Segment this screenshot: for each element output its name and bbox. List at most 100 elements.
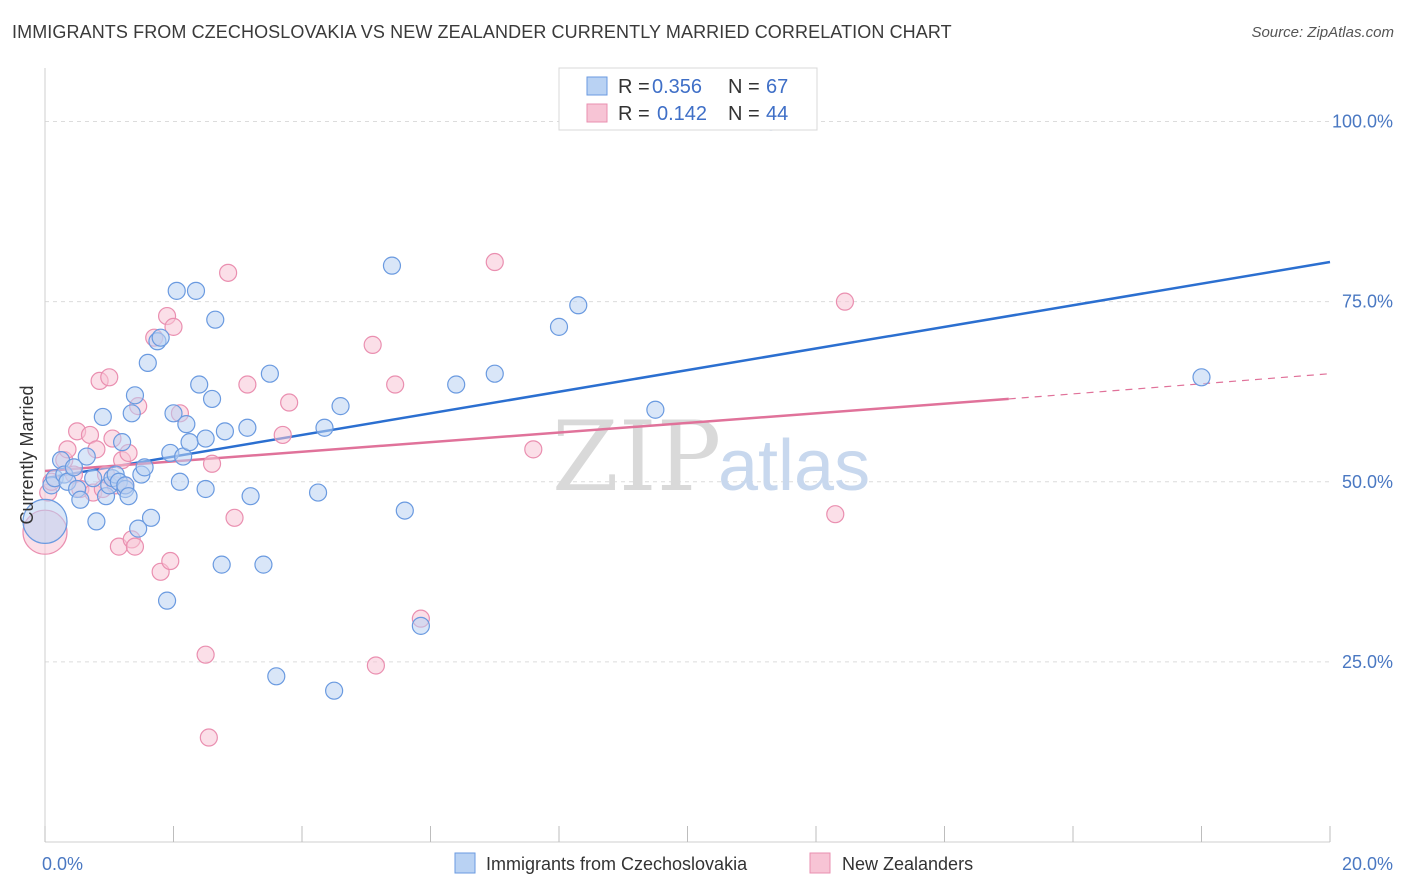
- point-czechoslovakia: [411, 616, 430, 635]
- point-czechoslovakia: [135, 458, 154, 477]
- bottom-legend-swatch-blue: [454, 852, 476, 874]
- point-czechoslovakia: [549, 317, 569, 336]
- y-axis-label: Currently Married: [17, 385, 37, 524]
- point-czechoslovakia: [151, 328, 170, 347]
- watermark-zip: ZIP: [552, 401, 721, 513]
- point-czechoslovakia: [202, 389, 222, 409]
- point-czechoslovakia: [196, 429, 215, 448]
- point-new-zealanders: [196, 645, 215, 664]
- point-czechoslovakia: [238, 418, 257, 437]
- point-czechoslovakia: [267, 667, 286, 686]
- point-czechoslovakia: [190, 375, 209, 394]
- point-czechoslovakia: [84, 469, 103, 488]
- point-czechoslovakia: [395, 501, 414, 520]
- point-czechoslovakia: [119, 487, 138, 506]
- point-czechoslovakia: [215, 422, 234, 441]
- point-new-zealanders: [225, 508, 244, 527]
- bottom-legend-swatch-pink: [809, 852, 831, 874]
- trend-line-dashed-1: [1008, 373, 1331, 400]
- point-czechoslovakia: [138, 353, 157, 372]
- point-new-zealanders: [386, 375, 405, 394]
- point-new-zealanders: [202, 454, 222, 473]
- point-czechoslovakia: [125, 386, 145, 405]
- legend-n-label-1: N =: [728, 76, 760, 98]
- chart-title: IMMIGRANTS FROM CZECHOSLOVAKIA VS NEW ZE…: [12, 22, 952, 42]
- point-new-zealanders: [835, 292, 855, 311]
- point-czechoslovakia: [325, 681, 344, 700]
- tick-labels: 25.0% 50.0% 75.0% 100.0% 0.0% 20.0%: [42, 112, 1393, 874]
- legend-r-value-1: 0.356: [652, 76, 702, 98]
- point-czechoslovakia: [308, 483, 328, 502]
- point-czechoslovakia: [196, 479, 215, 499]
- legend-n-label-2: N =: [728, 103, 760, 125]
- point-czechoslovakia: [167, 281, 186, 300]
- point-czechoslovakia: [569, 296, 588, 315]
- point-czechoslovakia: [447, 375, 466, 394]
- legend-r-label-1: R =: [618, 76, 650, 98]
- point-czechoslovakia: [129, 519, 148, 538]
- legend-swatch-blue: [586, 76, 608, 96]
- legend-r-label-2: R =: [618, 103, 650, 125]
- point-czechoslovakia: [180, 433, 199, 452]
- trend-line-0: [44, 260, 1331, 480]
- point-czechoslovakia: [141, 508, 161, 527]
- point-new-zealanders: [280, 393, 299, 412]
- point-new-zealanders: [164, 317, 183, 336]
- point-new-zealanders: [826, 505, 845, 524]
- point-czechoslovakia: [93, 407, 112, 427]
- point-czechoslovakia: [177, 415, 196, 434]
- data-points: [22, 112, 1211, 747]
- legend-top: R = 0.356 N = 67 R = 0.142 N = 44: [558, 67, 818, 131]
- point-czechoslovakia: [485, 364, 504, 383]
- point-new-zealanders: [219, 263, 238, 282]
- legend-swatch-pink: [586, 103, 608, 123]
- point-czechoslovakia: [241, 487, 260, 506]
- point-czechoslovakia: [122, 404, 141, 423]
- point-czechoslovakia: [260, 364, 279, 383]
- legend-n-value-2: 44: [766, 103, 788, 125]
- point-czechoslovakia: [112, 433, 132, 452]
- y-tick-label: 100.0%: [1332, 112, 1393, 132]
- legend-n-value-1: 67: [766, 76, 788, 98]
- y-tick-label: 50.0%: [1342, 472, 1393, 492]
- point-new-zealanders: [199, 728, 218, 747]
- watermark-atlas: atlas: [718, 426, 870, 506]
- point-czechoslovakia: [170, 472, 190, 491]
- y-tick-label: 25.0%: [1342, 652, 1393, 672]
- point-czechoslovakia: [64, 458, 84, 477]
- point-new-zealanders: [100, 368, 119, 387]
- point-czechoslovakia: [164, 404, 183, 423]
- point-czechoslovakia: [22, 498, 68, 544]
- point-czechoslovakia: [315, 418, 334, 437]
- point-new-zealanders: [125, 537, 145, 556]
- point-new-zealanders: [524, 440, 543, 459]
- legend-r-value-2: 0.142: [657, 103, 707, 125]
- point-czechoslovakia: [212, 555, 231, 574]
- point-new-zealanders: [273, 425, 292, 445]
- legend-bottom: Immigrants from Czechoslovakia New Zeala…: [454, 852, 973, 874]
- point-new-zealanders: [485, 252, 504, 272]
- point-czechoslovakia: [382, 256, 402, 275]
- bottom-legend-label-2: New Zealanders: [842, 854, 973, 874]
- chart-source: Source: ZipAtlas.com: [1251, 24, 1394, 41]
- x-tick-label: 0.0%: [42, 854, 83, 874]
- point-czechoslovakia: [71, 490, 90, 509]
- point-czechoslovakia: [206, 310, 225, 329]
- gridlines: [45, 121, 1330, 663]
- point-new-zealanders: [363, 335, 382, 354]
- point-czechoslovakia: [186, 281, 206, 300]
- point-czechoslovakia: [646, 400, 665, 419]
- point-czechoslovakia: [77, 447, 96, 466]
- axes: [44, 68, 1331, 843]
- point-new-zealanders: [238, 375, 257, 394]
- y-tick-label: 75.0%: [1342, 292, 1393, 312]
- point-czechoslovakia: [157, 591, 177, 610]
- point-czechoslovakia: [331, 397, 350, 416]
- point-new-zealanders: [366, 656, 385, 675]
- bottom-legend-label-1: Immigrants from Czechoslovakia: [486, 854, 748, 874]
- point-czechoslovakia: [1192, 368, 1211, 387]
- point-czechoslovakia: [87, 512, 106, 531]
- point-czechoslovakia: [254, 555, 273, 574]
- x-tick-label: 20.0%: [1342, 854, 1393, 874]
